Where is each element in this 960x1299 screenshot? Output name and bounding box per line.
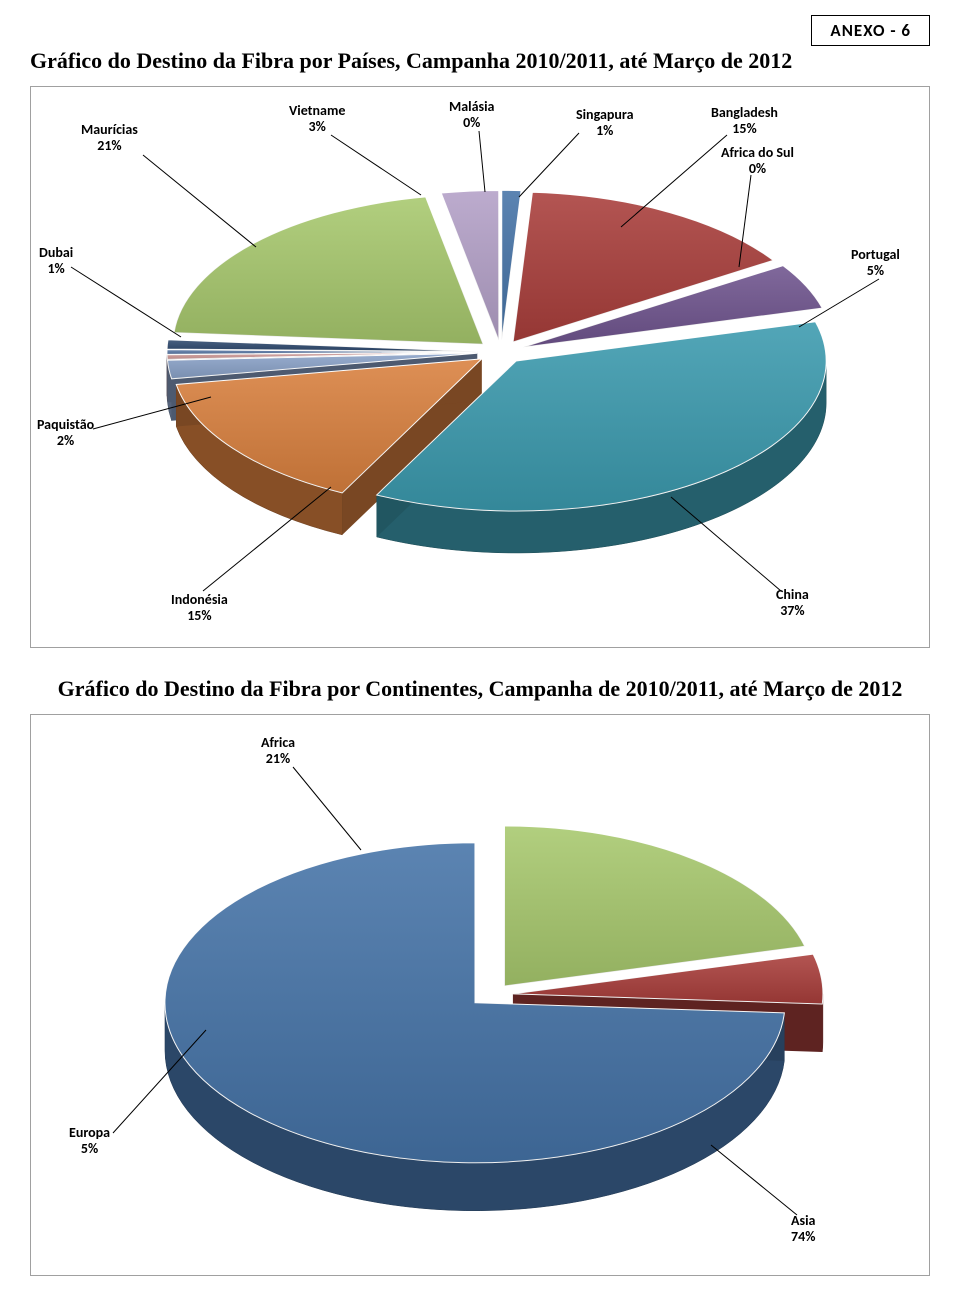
leader-line: [621, 135, 727, 227]
chart-continents-frame: Africa21% Europa5% Asia74%: [30, 714, 930, 1276]
title-continents: Gráfico do Destino da Fibra por Continen…: [0, 658, 960, 710]
chart-countries-frame: Maurícias21% Vietname3% Malásia0% Singapura…: [30, 86, 930, 648]
slice-label: Portugal5%: [851, 247, 900, 279]
slice-label: Bangladesh15%: [711, 105, 778, 137]
pie-chart-countries: [31, 87, 931, 647]
slice-label: Africa21%: [261, 735, 295, 767]
leader-line: [293, 767, 361, 850]
leader-line: [519, 133, 579, 197]
leader-line: [143, 155, 256, 247]
slice-label: Vietname3%: [289, 103, 345, 135]
leader-line: [479, 131, 485, 192]
slice-label: Paquistão2%: [37, 417, 94, 449]
slice-label: Indonésia15%: [171, 592, 228, 624]
slice-label: Africa do Sul0%: [721, 145, 794, 177]
slice-label: Maurícias21%: [81, 122, 138, 154]
leader-line: [331, 135, 421, 195]
pie-chart-continents: [31, 715, 931, 1275]
leader-line: [71, 267, 181, 337]
slice-label: Singapura1%: [576, 107, 633, 139]
slice-label: China37%: [776, 587, 809, 619]
leader-line: [711, 1145, 797, 1215]
slice-label: Malásia0%: [449, 99, 494, 131]
slice-label: Asia74%: [791, 1213, 815, 1245]
anexo-badge: ANEXO - 6: [811, 15, 930, 46]
slice-label: Europa5%: [69, 1125, 110, 1157]
slice-label: Dubai1%: [39, 245, 73, 277]
